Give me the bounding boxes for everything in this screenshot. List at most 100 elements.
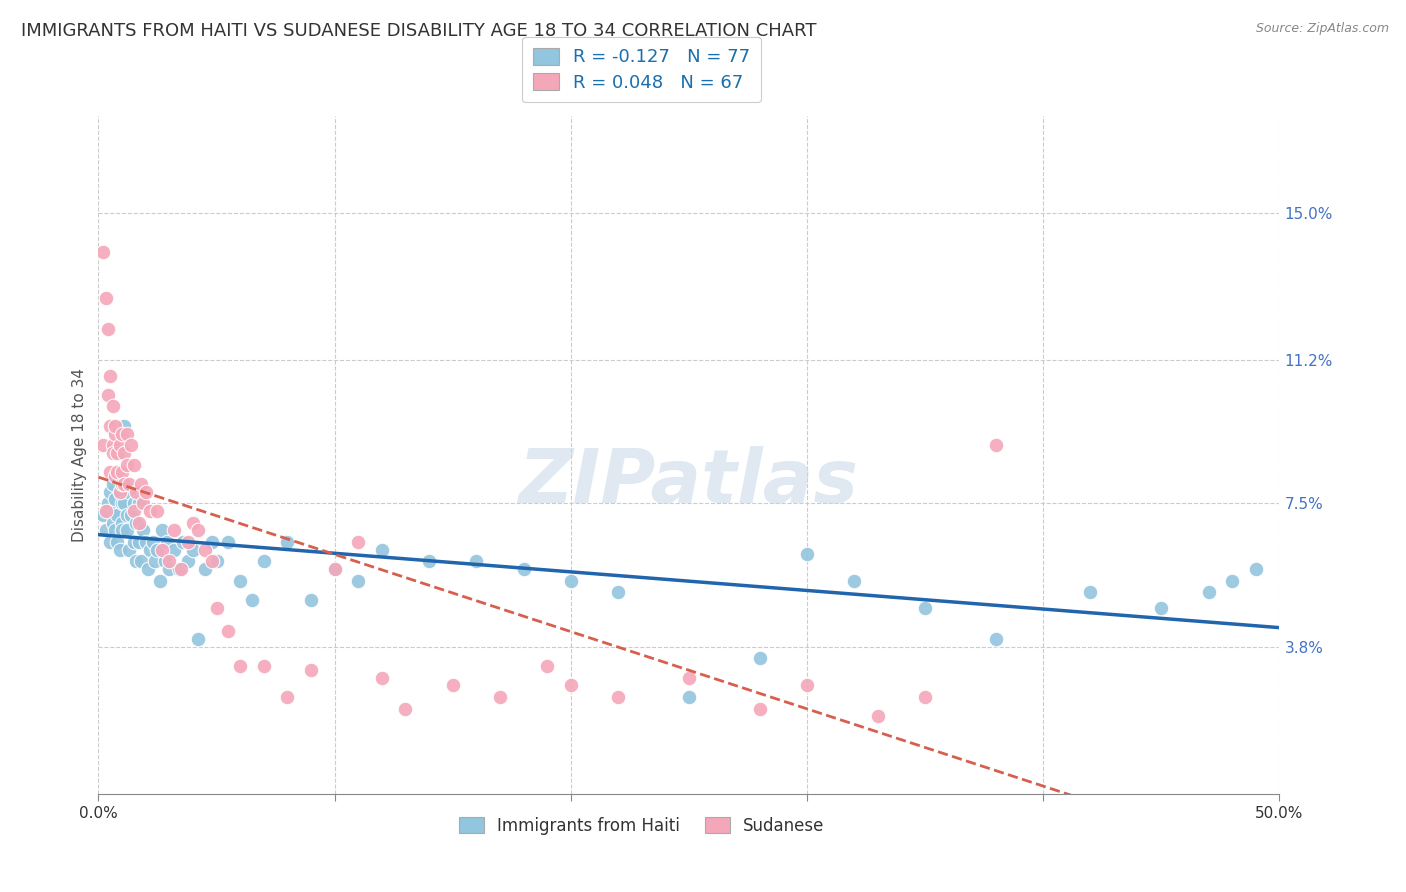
Point	[108, 484, 131, 499]
Point	[796, 678, 818, 692]
Point	[115, 426, 138, 441]
Point	[139, 542, 162, 557]
Point	[94, 291, 117, 305]
Point	[205, 601, 228, 615]
Point	[91, 244, 114, 259]
Point	[97, 388, 120, 402]
Point	[97, 322, 120, 336]
Point	[418, 554, 440, 568]
Point	[217, 535, 239, 549]
Text: Source: ZipAtlas.com: Source: ZipAtlas.com	[1256, 22, 1389, 36]
Point	[122, 496, 145, 510]
Point	[125, 516, 148, 530]
Point	[560, 678, 582, 692]
Point	[914, 601, 936, 615]
Point	[112, 496, 135, 510]
Point	[441, 678, 464, 692]
Point	[105, 535, 128, 549]
Point	[177, 535, 200, 549]
Point	[128, 516, 150, 530]
Point	[146, 542, 169, 557]
Point	[394, 701, 416, 715]
Point	[748, 651, 770, 665]
Point	[136, 562, 159, 576]
Point	[157, 554, 180, 568]
Point	[98, 368, 121, 383]
Point	[132, 496, 155, 510]
Point	[104, 426, 127, 441]
Point	[177, 554, 200, 568]
Point	[112, 477, 135, 491]
Point	[240, 593, 263, 607]
Point	[181, 542, 204, 557]
Point	[104, 504, 127, 518]
Point	[129, 477, 152, 491]
Point	[1198, 585, 1220, 599]
Point	[150, 542, 173, 557]
Point	[129, 554, 152, 568]
Point	[98, 466, 121, 480]
Point	[163, 524, 186, 538]
Point	[844, 574, 866, 588]
Point	[205, 554, 228, 568]
Point	[122, 504, 145, 518]
Point	[94, 524, 117, 538]
Point	[172, 535, 194, 549]
Point	[104, 492, 127, 507]
Point	[489, 690, 512, 704]
Point	[104, 469, 127, 483]
Point	[914, 690, 936, 704]
Point	[276, 690, 298, 704]
Point	[135, 484, 157, 499]
Point	[187, 632, 209, 646]
Point	[678, 690, 700, 704]
Point	[94, 504, 117, 518]
Point	[163, 542, 186, 557]
Point	[112, 446, 135, 460]
Point	[536, 659, 558, 673]
Y-axis label: Disability Age 18 to 34: Disability Age 18 to 34	[72, 368, 87, 542]
Point	[276, 535, 298, 549]
Text: ZIPatlas: ZIPatlas	[519, 445, 859, 518]
Point	[866, 709, 889, 723]
Point	[748, 701, 770, 715]
Point	[156, 535, 179, 549]
Point	[253, 554, 276, 568]
Point	[121, 438, 143, 452]
Point	[1244, 562, 1267, 576]
Point	[98, 484, 121, 499]
Point	[512, 562, 534, 576]
Point	[111, 466, 134, 480]
Point	[347, 574, 370, 588]
Point	[112, 418, 135, 433]
Point	[115, 458, 138, 472]
Point	[142, 535, 165, 549]
Point	[118, 484, 141, 499]
Point	[253, 659, 276, 673]
Point	[607, 585, 630, 599]
Point	[607, 690, 630, 704]
Point	[323, 562, 346, 576]
Point	[201, 535, 224, 549]
Point	[796, 547, 818, 561]
Point	[101, 477, 124, 491]
Point	[104, 524, 127, 538]
Point	[984, 438, 1007, 452]
Point	[108, 438, 131, 452]
Point	[118, 542, 141, 557]
Point	[167, 562, 190, 576]
Legend: Immigrants from Haiti, Sudanese: Immigrants from Haiti, Sudanese	[447, 805, 837, 847]
Point	[115, 508, 138, 522]
Point	[299, 593, 322, 607]
Point	[101, 516, 124, 530]
Point	[1080, 585, 1102, 599]
Point	[104, 418, 127, 433]
Point	[229, 659, 252, 673]
Point	[149, 574, 172, 588]
Point	[143, 554, 166, 568]
Point	[122, 535, 145, 549]
Point	[101, 400, 124, 414]
Point	[170, 562, 193, 576]
Point	[181, 516, 204, 530]
Point	[984, 632, 1007, 646]
